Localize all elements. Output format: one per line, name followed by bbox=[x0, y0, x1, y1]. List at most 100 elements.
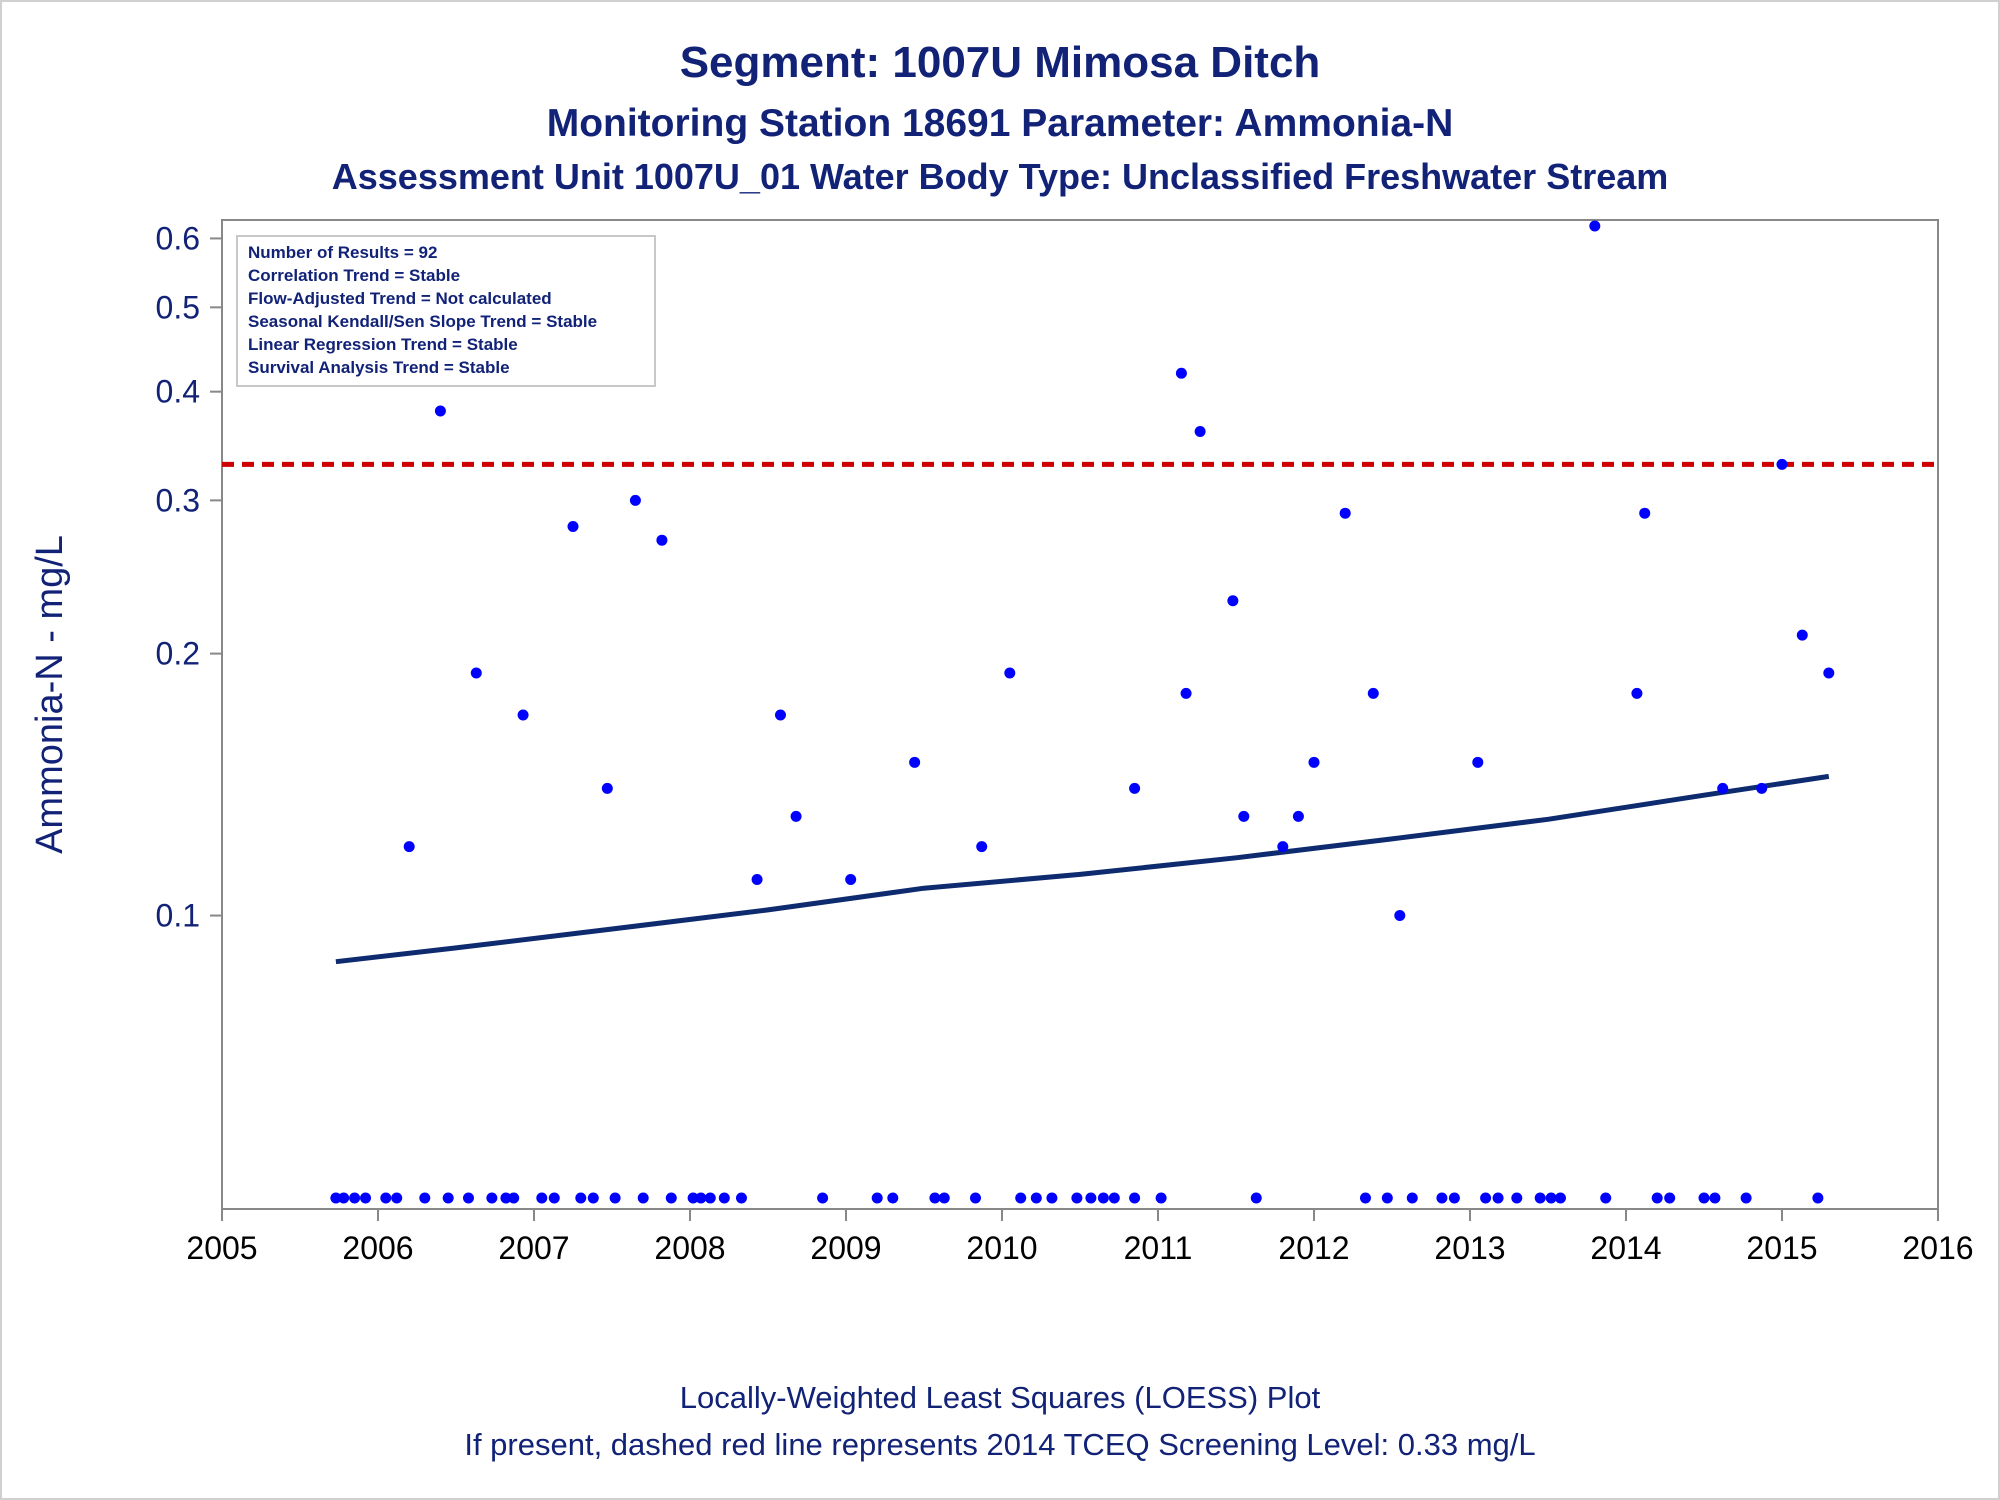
data-point-below-detection bbox=[462, 1192, 474, 1204]
data-point-below-detection bbox=[871, 1192, 883, 1204]
stat-linear-regression-trend: Linear Regression Trend = Stable bbox=[248, 335, 518, 354]
y-tick-label: 0.2 bbox=[156, 636, 200, 672]
data-point-below-detection bbox=[938, 1192, 950, 1204]
data-point-below-detection bbox=[1436, 1192, 1448, 1204]
data-point bbox=[1180, 687, 1192, 699]
data-point-below-detection bbox=[887, 1192, 899, 1204]
data-point bbox=[434, 405, 446, 417]
data-point-below-detection bbox=[1545, 1192, 1557, 1204]
data-point-below-detection bbox=[536, 1192, 548, 1204]
data-point bbox=[1756, 782, 1768, 794]
data-point-below-detection bbox=[704, 1192, 716, 1204]
data-point-below-detection bbox=[817, 1192, 829, 1204]
stat-seasonal-kendall-trend: Seasonal Kendall/Sen Slope Trend = Stabl… bbox=[248, 312, 598, 331]
data-point-below-detection bbox=[1071, 1192, 1083, 1204]
x-tick-label: 2006 bbox=[342, 1230, 413, 1266]
data-point bbox=[403, 841, 415, 853]
data-point-below-detection bbox=[929, 1192, 941, 1204]
data-point bbox=[656, 534, 668, 546]
chart-subtitle-assessment: Assessment Unit 1007U_01 Water Body Type… bbox=[331, 156, 1669, 197]
data-point bbox=[1717, 782, 1729, 794]
data-point bbox=[629, 494, 641, 506]
data-point-below-detection bbox=[1492, 1192, 1504, 1204]
x-tick-label: 2012 bbox=[1278, 1230, 1349, 1266]
data-point bbox=[1175, 367, 1187, 379]
x-tick-label: 2016 bbox=[1902, 1230, 1973, 1266]
data-point bbox=[790, 810, 802, 822]
data-point bbox=[1776, 458, 1788, 470]
data-point-below-detection bbox=[486, 1192, 498, 1204]
chart-title: Segment: 1007U Mimosa Ditch bbox=[679, 38, 1321, 87]
y-axis: 0.1 0.2 0.3 0.4 0.5 0.6 bbox=[156, 220, 222, 934]
data-point-below-detection bbox=[1709, 1192, 1721, 1204]
data-point bbox=[1339, 507, 1351, 519]
data-point-below-detection bbox=[687, 1192, 699, 1204]
data-point-below-detection bbox=[419, 1192, 431, 1204]
data-point-below-detection bbox=[380, 1192, 392, 1204]
stat-number-of-results: Number of Results = 92 bbox=[248, 243, 438, 262]
data-point bbox=[1194, 425, 1206, 437]
x-axis: 2005 2006 2007 2008 2009 2010 2011 2012 2013 2014… bbox=[186, 1209, 1974, 1266]
loess-trend-line bbox=[335, 773, 1830, 965]
x-tick-label: 2013 bbox=[1434, 1230, 1505, 1266]
data-point bbox=[470, 667, 482, 679]
data-point bbox=[1589, 220, 1601, 232]
plot-area bbox=[221, 219, 1939, 1210]
x-tick-label: 2010 bbox=[966, 1230, 1037, 1266]
data-point-below-detection bbox=[609, 1192, 621, 1204]
x-tick-label: 2008 bbox=[654, 1230, 725, 1266]
data-point-below-detection bbox=[1155, 1192, 1167, 1204]
points-layer bbox=[330, 220, 1835, 1204]
data-point bbox=[976, 841, 988, 853]
stat-survival-analysis-trend: Survival Analysis Trend = Stable bbox=[248, 358, 510, 377]
data-point-below-detection bbox=[637, 1192, 649, 1204]
data-point-below-detection bbox=[1651, 1192, 1663, 1204]
data-point-below-detection bbox=[1664, 1192, 1676, 1204]
data-point-below-detection bbox=[1511, 1192, 1523, 1204]
data-point bbox=[1227, 595, 1239, 607]
y-tick-label: 0.3 bbox=[156, 482, 200, 518]
data-point-below-detection bbox=[1097, 1192, 1109, 1204]
data-point-below-detection bbox=[735, 1192, 747, 1204]
footnote-loess: Locally-Weighted Least Squares (LOESS) P… bbox=[679, 1380, 1321, 1415]
data-point-below-detection bbox=[1108, 1192, 1120, 1204]
y-tick-label: 0.4 bbox=[156, 374, 200, 410]
data-point bbox=[1631, 687, 1643, 699]
stat-flow-adjusted-trend: Flow-Adjusted Trend = Not calculated bbox=[248, 289, 552, 308]
data-point-below-detection bbox=[1359, 1192, 1371, 1204]
data-point-below-detection bbox=[969, 1192, 981, 1204]
data-point bbox=[774, 709, 786, 721]
stat-correlation-trend: Correlation Trend = Stable bbox=[248, 266, 461, 285]
data-point-below-detection bbox=[338, 1192, 350, 1204]
x-tick-label: 2007 bbox=[498, 1230, 569, 1266]
data-point-below-detection bbox=[1129, 1192, 1141, 1204]
data-point bbox=[1796, 629, 1808, 641]
data-point-below-detection bbox=[1554, 1192, 1566, 1204]
data-point-below-detection bbox=[500, 1192, 512, 1204]
y-tick-label: 0.6 bbox=[156, 220, 200, 256]
data-point-below-detection bbox=[1480, 1192, 1492, 1204]
footnote-screening-level: If present, dashed red line represents 2… bbox=[464, 1427, 1536, 1462]
chart-subtitle-station: Monitoring Station 18691 Parameter: Ammo… bbox=[546, 102, 1454, 145]
data-point-below-detection bbox=[548, 1192, 560, 1204]
data-point-below-detection bbox=[587, 1192, 599, 1204]
data-point-below-detection bbox=[1600, 1192, 1612, 1204]
data-point bbox=[1004, 667, 1016, 679]
data-point bbox=[601, 782, 613, 794]
data-point bbox=[845, 874, 857, 886]
trend-layer bbox=[335, 773, 1830, 965]
x-tick-label: 2005 bbox=[186, 1230, 257, 1266]
data-point bbox=[517, 709, 529, 721]
data-point-below-detection bbox=[1250, 1192, 1262, 1204]
data-point-below-detection bbox=[391, 1192, 403, 1204]
data-point-below-detection bbox=[695, 1192, 707, 1204]
y-tick-label: 0.1 bbox=[156, 898, 200, 934]
data-point-below-detection bbox=[1085, 1192, 1097, 1204]
data-point bbox=[1367, 687, 1379, 699]
data-point bbox=[1292, 810, 1304, 822]
data-point-below-detection bbox=[1381, 1192, 1393, 1204]
y-tick-label: 0.5 bbox=[156, 289, 200, 325]
data-point bbox=[1639, 507, 1651, 519]
x-tick-label: 2009 bbox=[810, 1230, 881, 1266]
